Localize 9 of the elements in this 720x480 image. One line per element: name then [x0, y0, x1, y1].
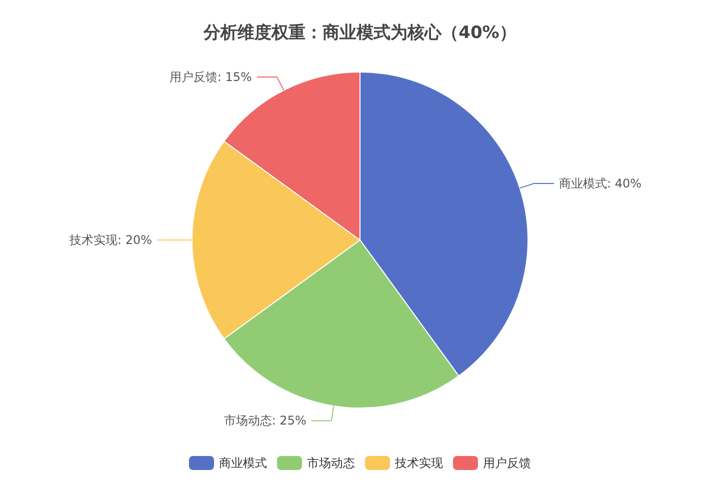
legend-label: 用户反馈 — [483, 456, 531, 470]
data-label: 商业模式: 40% — [559, 176, 642, 190]
data-label: 技术实现: 20% — [68, 233, 152, 247]
legend-label: 市场动态 — [307, 456, 355, 470]
chart-title: 分析维度权重：商业模式为核心（40%） — [202, 23, 516, 43]
data-label: 市场动态: 25% — [224, 414, 306, 428]
legend-label: 商业模式 — [219, 456, 267, 470]
data-label: 用户反馈: 15% — [169, 70, 252, 84]
legend-label: 技术实现 — [394, 456, 443, 470]
